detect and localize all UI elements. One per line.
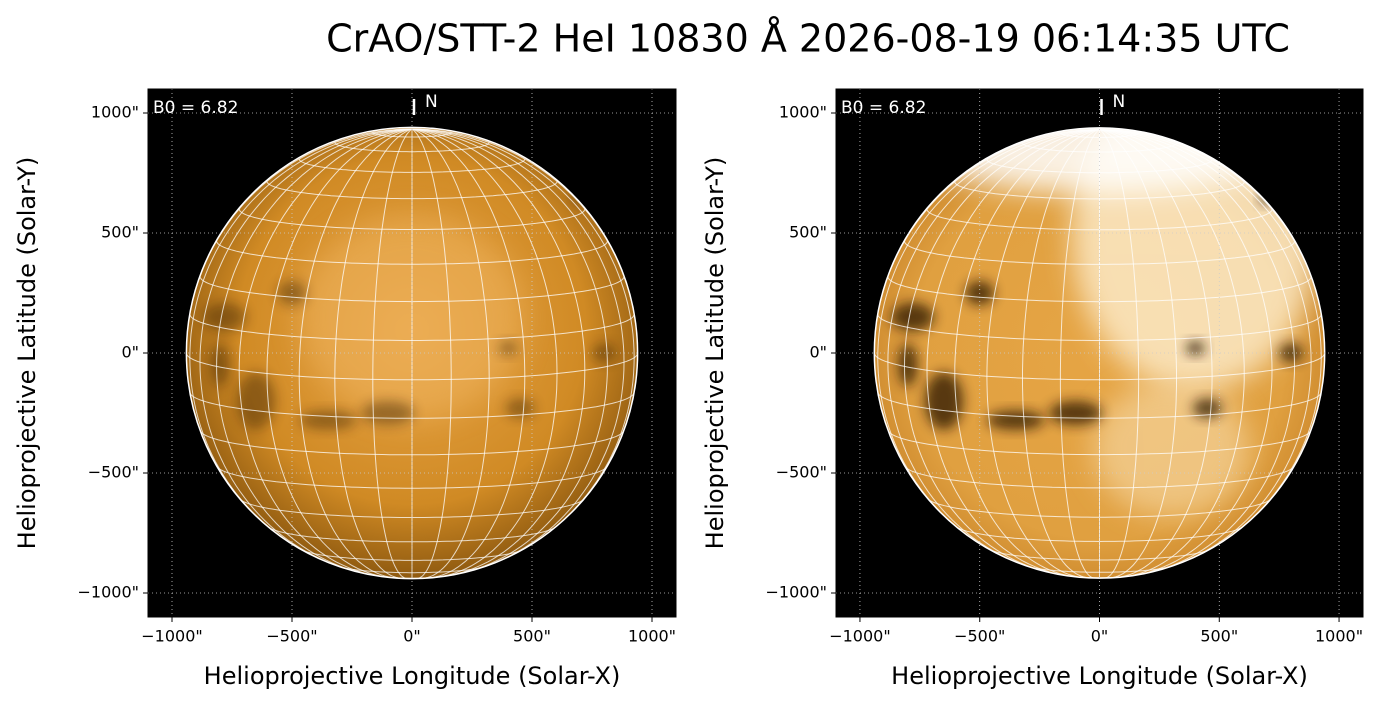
panel: −1000" −500" 0" 500" 1000" −1000" −500" 0" 500" 1… — [701, 88, 1364, 690]
dark-filament — [1279, 343, 1304, 363]
heliographic-grid — [216, 128, 413, 575]
y-tick-label: 0" — [809, 343, 827, 362]
y-tick-label: −500" — [776, 463, 827, 482]
figure-title: CrAO/STT-2 HeI 10830 Å 2026-08-19 06:14:… — [326, 17, 1290, 61]
dark-filament — [898, 343, 918, 387]
x-axis-label: Helioprojective Longitude (Solar-X) — [204, 662, 621, 690]
heliographic-grid — [904, 466, 1295, 489]
heliographic-grid — [1022, 128, 1100, 579]
dark-filament — [986, 410, 1045, 430]
dark-filament — [1185, 341, 1205, 356]
x-tick-label: −1000" — [829, 627, 890, 646]
heliographic-grid — [216, 240, 608, 265]
heliographic-grid — [1099, 128, 1245, 578]
dark-filament — [299, 410, 357, 430]
y-tick-label: 1000" — [91, 103, 139, 122]
y-tick-label: 1000" — [779, 103, 827, 122]
y-axis-label: Helioprojective Latitude (Solar-Y) — [701, 157, 729, 550]
heliographic-grid — [411, 128, 558, 578]
heliographic-grid — [1099, 128, 1177, 579]
heliographic-grid — [200, 431, 624, 456]
y-tick-label: −500" — [88, 463, 139, 482]
panel: −1000" −500" 0" 500" 1000" −1000" −500" 0" 500" 1… — [13, 88, 677, 690]
heliographic-grid — [1099, 129, 1140, 579]
limb — [185, 126, 639, 580]
heliographic-grid — [189, 392, 635, 419]
heliographic-grid — [298, 128, 413, 579]
plot-frame — [147, 88, 677, 618]
heliographic-grid — [266, 128, 413, 578]
heliographic-grid — [986, 159, 1213, 174]
bright-region — [1092, 381, 1251, 517]
heliographic-grid — [1026, 565, 1173, 573]
north-label: N — [425, 92, 438, 112]
heliographic-grid — [411, 128, 452, 579]
y-tick-label: 0" — [121, 343, 139, 362]
b0-label: B0 = 6.82 — [841, 98, 926, 118]
y-tick-label: 500" — [101, 223, 139, 242]
y-tick-label: 500" — [789, 223, 827, 242]
dark-filament — [1049, 401, 1102, 425]
heliographic-grid — [989, 548, 1210, 561]
heliographic-grid — [372, 128, 413, 579]
dark-filament — [1192, 398, 1222, 418]
heliographic-grid — [186, 352, 638, 381]
dark-filament — [505, 398, 535, 418]
heliographic-grid — [334, 128, 413, 579]
heliographic-grid — [877, 314, 1322, 341]
heliographic-grid — [411, 128, 608, 575]
y-tick-label: −1000" — [766, 583, 827, 602]
x-tick-label: 1000" — [1315, 627, 1363, 646]
heliographic-grid — [189, 313, 635, 341]
plot-frame — [835, 88, 1364, 618]
y-axis-label: Helioprojective Latitude (Solar-Y) — [13, 157, 41, 550]
x-tick-label: 500" — [513, 627, 551, 646]
b0-label: B0 = 6.82 — [153, 98, 238, 118]
heliographic-grid — [216, 466, 608, 489]
heliographic-grid — [877, 392, 1322, 419]
x-axis-label: Helioprojective Longitude (Solar-X) — [891, 662, 1308, 690]
x-tick-label: 0" — [1091, 627, 1109, 646]
heliographic-grid — [411, 128, 490, 579]
heliographic-grid — [954, 128, 1100, 578]
heliographic-grid — [301, 549, 523, 561]
dark-filament — [210, 343, 230, 387]
dark-filament — [203, 302, 247, 332]
x-tick-label: 1000" — [628, 627, 676, 646]
heliographic-grid — [298, 158, 526, 173]
x-tick-label: 0" — [403, 627, 421, 646]
x-tick-label: −500" — [266, 627, 317, 646]
x-tick-label: 500" — [1200, 627, 1238, 646]
dark-filament — [236, 372, 276, 430]
dark-filament — [498, 341, 518, 356]
heliographic-grid — [874, 352, 1325, 381]
heliographic-grid — [1022, 142, 1177, 153]
heliographic-grid — [954, 181, 1245, 200]
heliographic-grid — [904, 241, 1295, 265]
heliographic-grid — [1059, 129, 1100, 579]
heliographic-grid — [1099, 128, 1213, 579]
dark-filament — [361, 401, 415, 425]
dark-filament — [891, 302, 935, 332]
heliographic-grid — [986, 128, 1100, 579]
dark-filament — [924, 372, 963, 430]
heliographic-grid — [903, 128, 1100, 574]
heliographic-grid — [266, 181, 558, 200]
heliographic-grid — [411, 128, 526, 579]
heliographic-grid — [334, 142, 490, 153]
x-tick-label: −500" — [954, 627, 1005, 646]
heliographic-grid — [1099, 128, 1296, 574]
x-tick-label: −1000" — [141, 627, 202, 646]
heliographic-grid — [339, 566, 485, 574]
north-label: N — [1113, 92, 1126, 112]
y-tick-label: −1000" — [78, 583, 139, 602]
heliographic-grid — [888, 430, 1311, 456]
